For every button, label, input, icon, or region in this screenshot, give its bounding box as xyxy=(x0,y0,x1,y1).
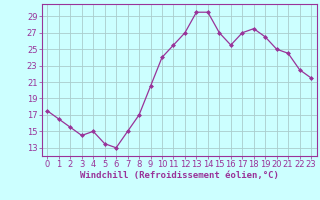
X-axis label: Windchill (Refroidissement éolien,°C): Windchill (Refroidissement éolien,°C) xyxy=(80,171,279,180)
